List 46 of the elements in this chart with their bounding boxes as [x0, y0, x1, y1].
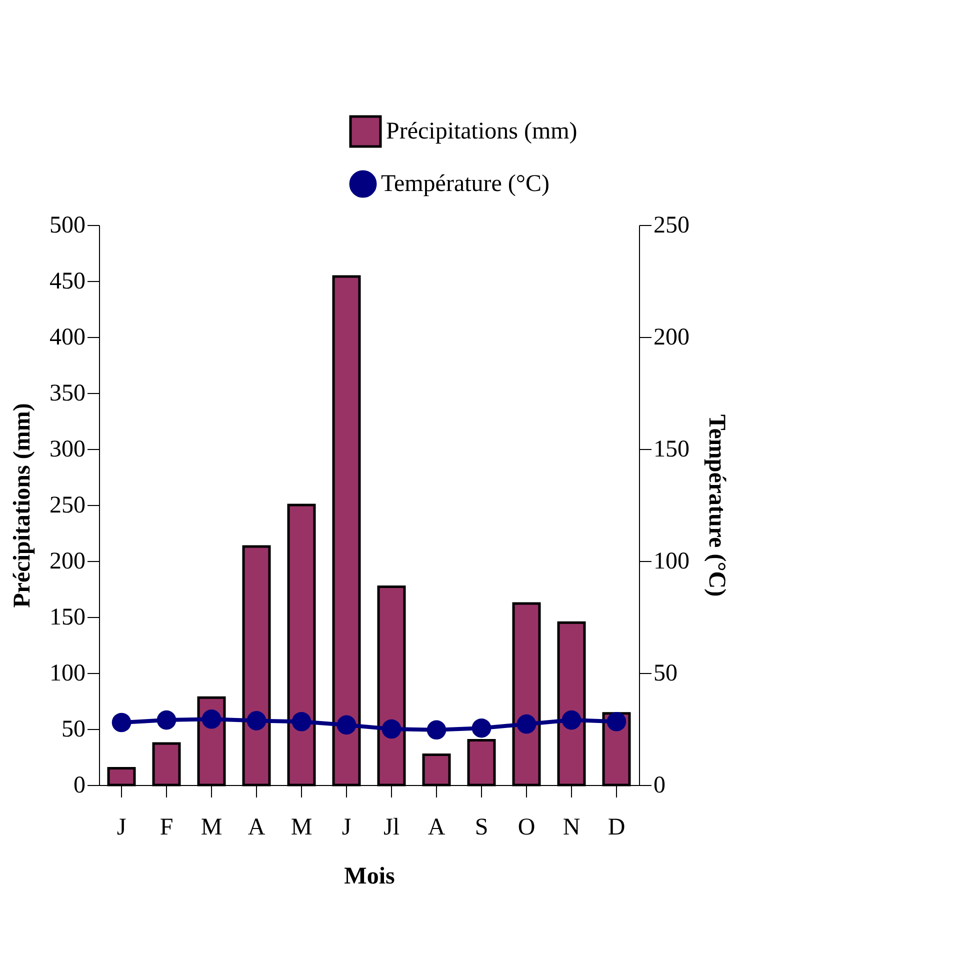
legend-label: Précipitations (mm) [386, 118, 578, 144]
point [426, 720, 446, 740]
y-tick-label: 50 [62, 716, 86, 742]
x-tick-label: F [160, 814, 174, 840]
x-tick-label: O [518, 814, 536, 840]
y-tick-label: 350 [50, 380, 86, 406]
y2-tick-label: 100 [654, 548, 690, 574]
y-tick-label: 200 [50, 548, 86, 574]
point [156, 710, 176, 730]
x-tick-label: N [562, 814, 580, 840]
point [246, 711, 266, 730]
point [562, 710, 582, 730]
y-tick-label: 450 [50, 268, 86, 294]
y-tick-label: 150 [50, 604, 86, 630]
y-tick-label: 250 [50, 492, 86, 518]
point [336, 715, 356, 735]
x-tick-label: M [200, 814, 222, 840]
x-tick-label: A [428, 814, 446, 840]
x-tick-label: J [116, 814, 126, 840]
x-axis-title: Mois [344, 864, 395, 890]
y2-tick-label: 150 [654, 436, 690, 462]
y-tick-label: 400 [50, 324, 86, 350]
x-tick-label: M [290, 814, 312, 840]
point [202, 710, 222, 729]
x-tick-label: J [342, 814, 352, 840]
y2-axis-title: Température (°C) [704, 414, 730, 597]
y-axis-title: Précipitations (mm) [10, 403, 36, 608]
y2-tick-label: 0 [654, 772, 666, 798]
point [516, 714, 536, 734]
point [472, 718, 492, 738]
y2-tick-label: 250 [654, 212, 690, 238]
y-tick-label: 500 [50, 212, 86, 238]
x-tick-label: Jl [383, 814, 400, 840]
point [112, 712, 132, 732]
legend-label: Température (°C) [381, 171, 550, 197]
point [606, 712, 626, 732]
y2-tick-label: 50 [654, 660, 678, 686]
x-tick-label: S [474, 814, 488, 840]
x-tick-label: D [608, 814, 626, 840]
y2-tick-label: 200 [654, 324, 690, 350]
y-tick-label: 0 [74, 772, 86, 798]
y-tick-label: 100 [50, 660, 86, 686]
point [382, 719, 402, 739]
y-tick-label: 300 [50, 436, 86, 462]
x-tick-label: A [248, 814, 266, 840]
point [292, 712, 312, 732]
